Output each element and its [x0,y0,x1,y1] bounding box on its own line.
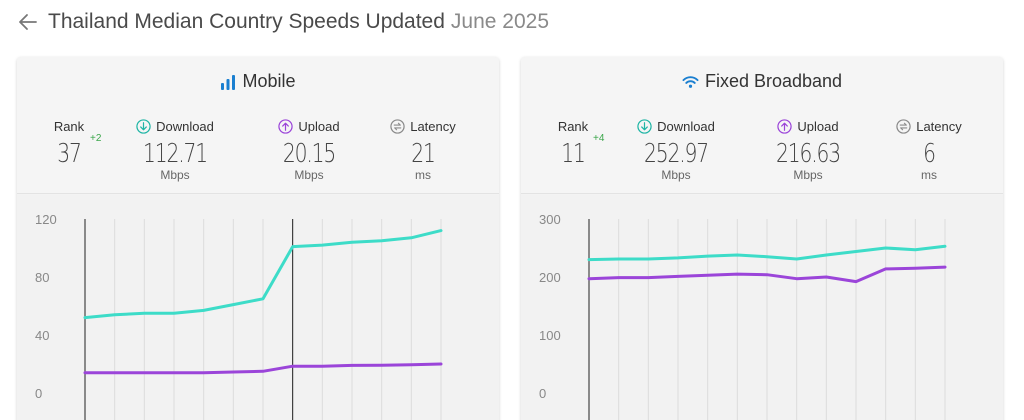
mobile-rank: Rank 37 [17,117,124,169]
mobile-upload-line [83,362,443,375]
fixed-y-tick-label: 100 [539,328,561,343]
mobile-chart-area: 0 40 80 120 [17,195,499,420]
rank-change: +2 [90,133,102,144]
upload-value: 20.15 [282,139,336,169]
fixed-download-line [587,244,947,262]
download-value: 112.71 [143,139,208,169]
mobile-y-tick-label: 40 [35,328,49,343]
latency-label: Latency [916,118,962,134]
latency-value: 21 [411,139,436,169]
fixed-upload: Upload 216.63 Mbps [753,117,863,183]
latency-icon [390,118,405,134]
page-header: Thailand Median Country Speeds Updated Ju… [16,8,549,36]
mobile-summary: Mobile Rank 37 +2 Download 112.71 Mbps [17,57,499,194]
signal-bars-icon [221,74,236,90]
page-title: Thailand Median Country Speeds Updated Ju… [48,10,549,34]
fixed-y-tick-label: 0 [539,386,546,401]
fixed-summary: Fixed Broadband Rank 11 +4 Download 252.… [521,57,1003,194]
mobile-y-tick-label: 120 [35,212,57,227]
fixed-latency: Latency 6 ms [874,117,984,182]
upload-label: Upload [298,118,340,134]
mobile-download-line [83,229,443,320]
latency-unit: ms [415,168,431,182]
download-icon [637,118,652,134]
rank-label: Rank [557,118,589,134]
mobile-title: Mobile [17,71,499,92]
latency-value: 6 [923,139,936,169]
fixed-download: Download 252.97 Mbps [621,117,731,182]
mobile-y-tick-label: 0 [35,386,42,401]
fixed-chart-area: 0 100 200 300 [521,195,1003,420]
mobile-upload: Upload 20.15 Mbps [254,117,364,182]
wifi-icon [682,75,699,88]
upload-unit: Mbps [793,168,823,182]
mobile-download: Download 112.71 Mbps [120,117,230,182]
upload-icon [777,118,793,134]
fixed-speed-chart: 0 100 200 300 [539,212,947,420]
upload-value: 216.63 [776,139,841,169]
fixed-y-tick-label: 300 [539,212,561,227]
fixed-title-text: Fixed Broadband [704,71,843,91]
fixed-card: Fixed Broadband Rank 11 +4 Download 252.… [521,57,1003,420]
upload-label: Upload [797,118,839,134]
download-value: 252.97 [644,139,709,169]
mobile-title-text: Mobile [242,71,296,91]
mobile-y-tick-label: 80 [35,270,49,285]
fixed-rank: Rank 11 [521,117,628,169]
rank-change: +4 [593,133,605,144]
rank-label: Rank [53,118,85,134]
download-icon [136,118,151,134]
fixed-upload-line [587,265,947,284]
mobile-speed-chart: 0 40 80 120 [35,212,443,420]
mobile-latency: Latency 21 ms [368,117,478,182]
title-text: Thailand Median Country Speeds Updated [48,10,445,33]
download-label: Download [657,118,715,134]
download-unit: Mbps [160,168,190,182]
mobile-card: Mobile Rank 37 +2 Download 112.71 Mbps [17,57,499,420]
updated-date: June 2025 [450,10,550,33]
rank-value: 37 [57,139,82,169]
download-label: Download [156,118,214,134]
latency-icon [896,118,911,134]
fixed-y-tick-label: 200 [539,270,561,285]
upload-icon [278,118,294,134]
latency-unit: ms [921,168,937,182]
download-unit: Mbps [661,168,691,182]
fixed-title: Fixed Broadband [521,71,1003,92]
latency-label: Latency [410,118,456,134]
back-arrow-icon[interactable] [16,10,40,34]
upload-unit: Mbps [294,168,324,182]
rank-value: 11 [561,139,586,169]
